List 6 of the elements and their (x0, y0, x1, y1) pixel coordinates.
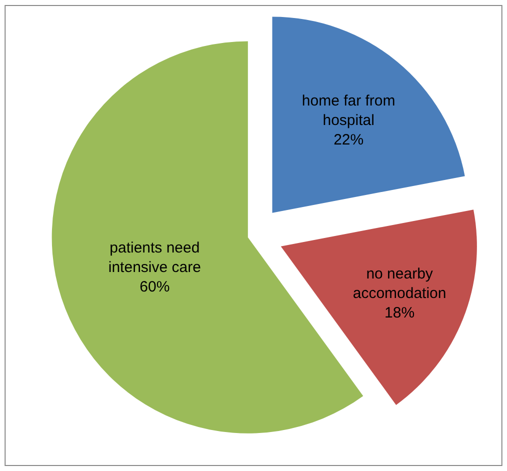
slice-label: no nearby accomodation (352, 265, 446, 302)
slice-label: home far from hospital (302, 92, 396, 130)
data-label: 22% (334, 132, 364, 149)
data-label: 60% (140, 278, 170, 296)
data-label: 18% (384, 304, 415, 322)
slice-label: patients need intensive care (108, 240, 201, 276)
